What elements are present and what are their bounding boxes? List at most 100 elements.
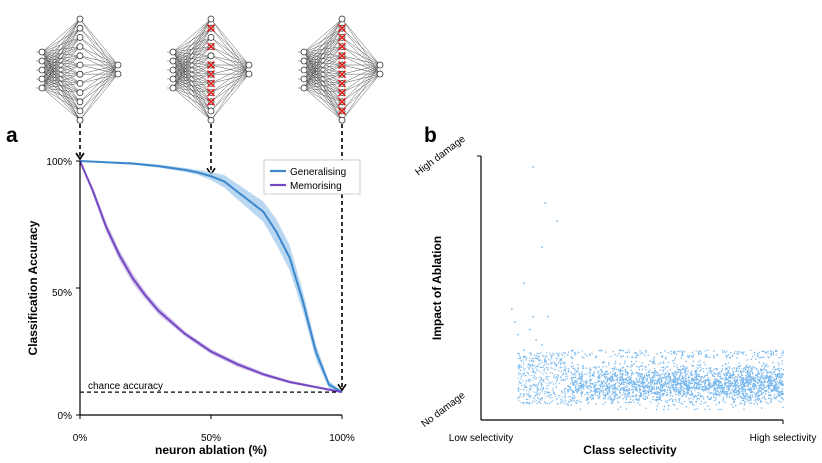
connection	[41, 73, 81, 89]
connection	[210, 64, 250, 93]
chance-accuracy-label: chance accuracy	[88, 381, 163, 392]
connection	[303, 18, 343, 80]
output-node	[376, 70, 384, 78]
accuracy-chart	[76, 160, 343, 419]
panel-label-a: a	[6, 124, 18, 147]
scatter-outlier-point	[523, 282, 525, 284]
connection	[41, 18, 81, 62]
connection	[172, 18, 212, 71]
accuracy-x-axis-title: neuron ablation (%)	[155, 443, 267, 457]
connection	[341, 64, 381, 75]
output-node	[245, 61, 253, 69]
connection	[172, 87, 212, 121]
hidden-node	[76, 89, 84, 96]
ablation-cross-stroke	[337, 24, 347, 33]
legend: Generalising Memorising	[263, 159, 361, 195]
hidden-node	[207, 107, 215, 115]
hidden-node	[76, 61, 84, 69]
scatter-outlier-point	[532, 166, 534, 168]
connection	[341, 64, 381, 84]
ablation-cross-stroke	[337, 42, 347, 51]
output-node	[114, 70, 122, 78]
connection	[41, 87, 81, 112]
input-node	[169, 84, 177, 92]
ablated-node-mark	[206, 97, 216, 106]
connection	[210, 46, 250, 66]
input-node	[38, 48, 46, 56]
x-tick-0: 0%	[73, 433, 88, 444]
x-tick-50: 50%	[201, 433, 221, 444]
ablated-node-mark	[337, 51, 347, 60]
selectivity-scatter	[477, 155, 785, 424]
connection	[303, 46, 343, 89]
connection	[210, 64, 250, 75]
connection	[303, 64, 343, 89]
output-node	[245, 70, 253, 78]
hidden-node	[338, 116, 346, 124]
pointer-arrowhead	[75, 152, 85, 161]
connection	[41, 18, 81, 80]
pointer-arrow-2	[206, 124, 216, 176]
connection	[41, 87, 81, 103]
ablated-node-mark	[337, 97, 347, 106]
connection	[79, 55, 119, 66]
network-diagrams	[36, 15, 384, 124]
input-node	[300, 84, 308, 92]
ablation-cross-stroke	[337, 70, 347, 79]
connection	[341, 18, 381, 66]
connection	[303, 28, 343, 89]
connection	[303, 18, 343, 62]
scatter-outlier-point	[529, 328, 531, 331]
connection	[79, 64, 119, 84]
connection	[79, 64, 119, 102]
ablated-node-mark	[337, 70, 347, 79]
connection	[41, 28, 81, 89]
series-line-generalising	[79, 160, 343, 394]
hidden-node	[76, 107, 84, 115]
connection	[172, 18, 212, 53]
scatter-outlier-point	[547, 315, 549, 318]
connection	[172, 73, 212, 89]
connection	[79, 28, 119, 66]
connection	[172, 87, 212, 93]
hidden-node	[207, 116, 215, 124]
input-node	[169, 48, 177, 56]
connection	[41, 87, 81, 121]
ablated-node-mark	[206, 88, 216, 97]
connection	[210, 64, 250, 112]
ablation-cross-stroke	[337, 33, 347, 42]
connection	[210, 55, 250, 66]
connection	[210, 37, 250, 66]
ablated-node-mark	[337, 42, 347, 51]
ablated-node-mark	[337, 24, 347, 33]
connection	[341, 55, 381, 66]
connection	[79, 64, 119, 75]
selectivity-y-axis-title: Impact of Ablation	[430, 236, 444, 340]
pointer-arrow-1	[75, 124, 85, 161]
y-tick-100: 100%	[46, 157, 72, 168]
scatter-outlier-point	[556, 220, 558, 222]
hidden-node	[76, 52, 84, 60]
connection	[41, 64, 81, 89]
scatter-outlier-point	[517, 334, 519, 336]
connection	[341, 64, 381, 112]
x-tick-low-selectivity: Low selectivity	[449, 433, 513, 444]
input-node	[38, 75, 46, 83]
connection	[210, 64, 250, 121]
connection	[172, 83, 212, 89]
connection	[303, 55, 343, 89]
y-tick-50: 50%	[52, 288, 72, 299]
series-band-generalising	[80, 161, 342, 393]
y-tick-0: 0%	[58, 411, 73, 422]
network-connections	[36, 18, 119, 121]
ablation-cross-stroke	[206, 97, 216, 106]
network-connections	[298, 18, 381, 121]
connection	[172, 46, 212, 89]
connection	[303, 18, 343, 89]
connection	[172, 55, 212, 89]
y-tick-no-damage: No damage	[420, 390, 468, 430]
connection	[41, 18, 81, 89]
ablation-cross-stroke	[206, 70, 216, 79]
connection	[303, 87, 343, 121]
connection	[341, 64, 381, 102]
